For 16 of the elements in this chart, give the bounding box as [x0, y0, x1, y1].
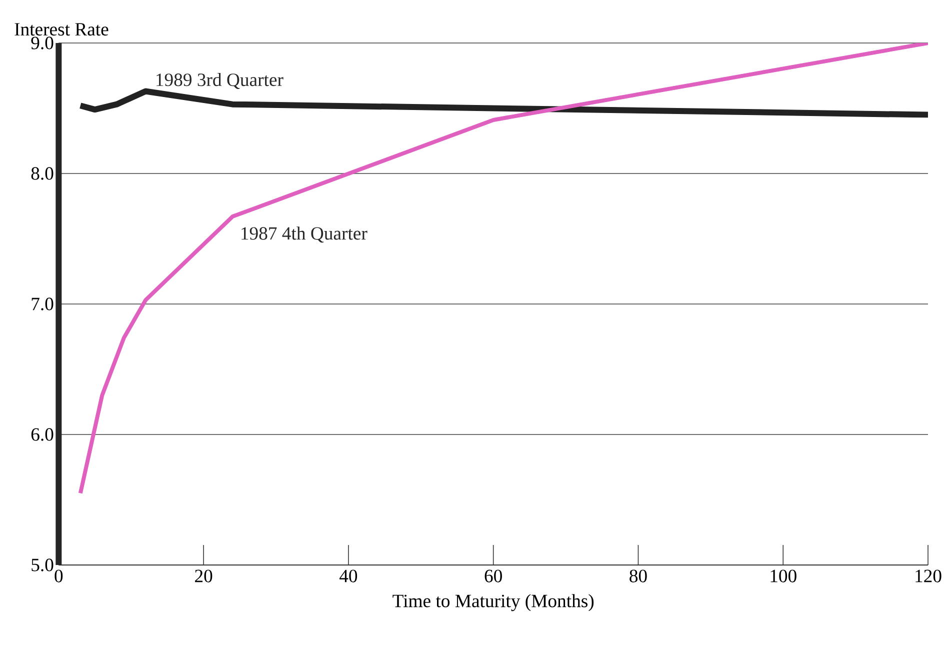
x-tick-label: 120	[916, 570, 942, 582]
x-tick-label: 0	[54, 570, 63, 582]
x-tick-label: 80	[630, 570, 647, 582]
y-axis-title: Interest Rate	[14, 23, 108, 36]
x-axis-title: Time to Maturity (Months)	[392, 594, 594, 612]
y-tick-label: 8.0	[31, 167, 54, 180]
x-tick-label: 60	[484, 570, 502, 582]
y-tick-label: 9.0	[31, 36, 54, 50]
series-label: 1987 4th Quarter	[242, 226, 368, 243]
series-label: 1989 3rd Quarter	[156, 72, 284, 89]
x-tick-label: 40	[339, 570, 358, 582]
y-tick-label: 7.0	[32, 298, 54, 310]
y-tick-label: 6.0	[31, 428, 54, 441]
x-tick-label: 100	[770, 570, 796, 582]
y-tick-label: 5.0	[32, 558, 54, 572]
x-tick-label: 20	[195, 570, 212, 582]
